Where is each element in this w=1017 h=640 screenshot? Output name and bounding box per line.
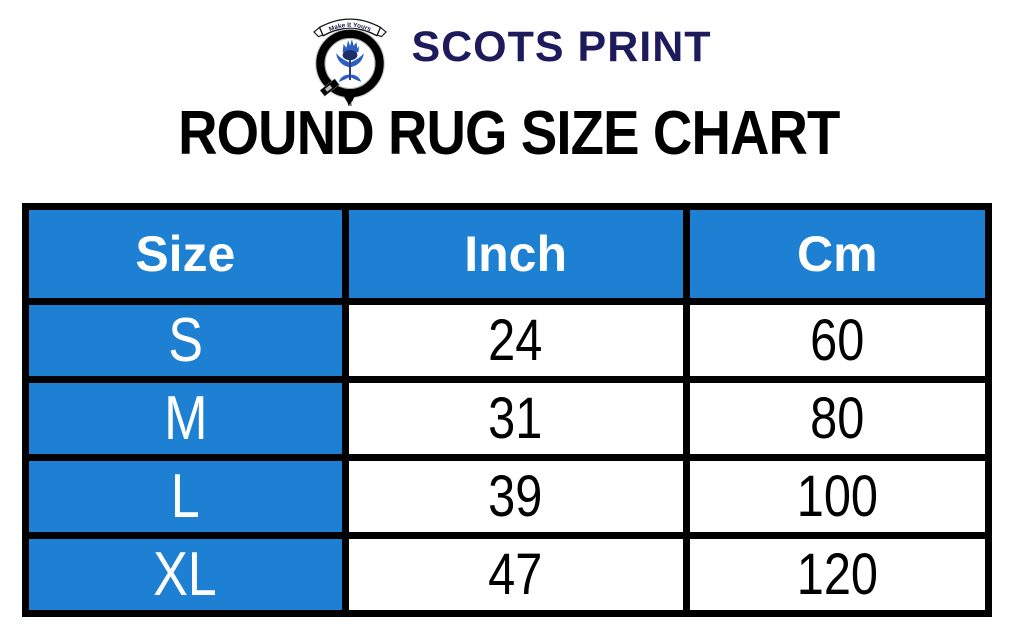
cm-value: 60	[682, 298, 993, 383]
header-row: Size Inch Cm	[22, 203, 993, 305]
inch-value: 31	[341, 376, 690, 461]
brand-wordmark: SCOTS PRINT	[411, 22, 712, 71]
table-row: XL 47 120	[22, 532, 993, 617]
table-row: M 31 80	[22, 376, 993, 461]
inch-value: 39	[341, 454, 690, 539]
size-value: L	[22, 454, 349, 539]
size-value: M	[22, 376, 349, 461]
inch-value: 24	[341, 298, 690, 383]
table-row: S 24 60	[22, 298, 993, 383]
logo: Make It Yours	[0, 8, 1017, 106]
cm-value: 100	[682, 454, 993, 539]
thistle-icon	[336, 39, 365, 82]
belt-tail	[344, 92, 357, 106]
size-value: XL	[22, 532, 349, 617]
inch-value: 47	[341, 532, 690, 617]
column-header-size: Size	[22, 203, 349, 305]
column-header-inch: Inch	[341, 203, 690, 305]
size-value: S	[22, 298, 349, 383]
motto-banner: Make It Yours	[313, 18, 388, 38]
cm-value: 120	[682, 532, 993, 617]
size-chart-table: Size Inch Cm S 24 60 M 31 80 L 39 100	[22, 203, 993, 617]
clan-crest-badge-icon: Make It Yours	[313, 18, 388, 106]
belt-buckle	[320, 78, 341, 97]
svg-text:Make It Yours: Make It Yours	[328, 22, 372, 33]
motto-text: Make It Yours	[328, 22, 372, 33]
table-row: L 39 100	[22, 454, 993, 539]
column-header-cm: Cm	[682, 203, 993, 305]
cm-value: 80	[682, 376, 993, 461]
page-title: ROUND RUG SIZE CHART	[177, 99, 840, 168]
